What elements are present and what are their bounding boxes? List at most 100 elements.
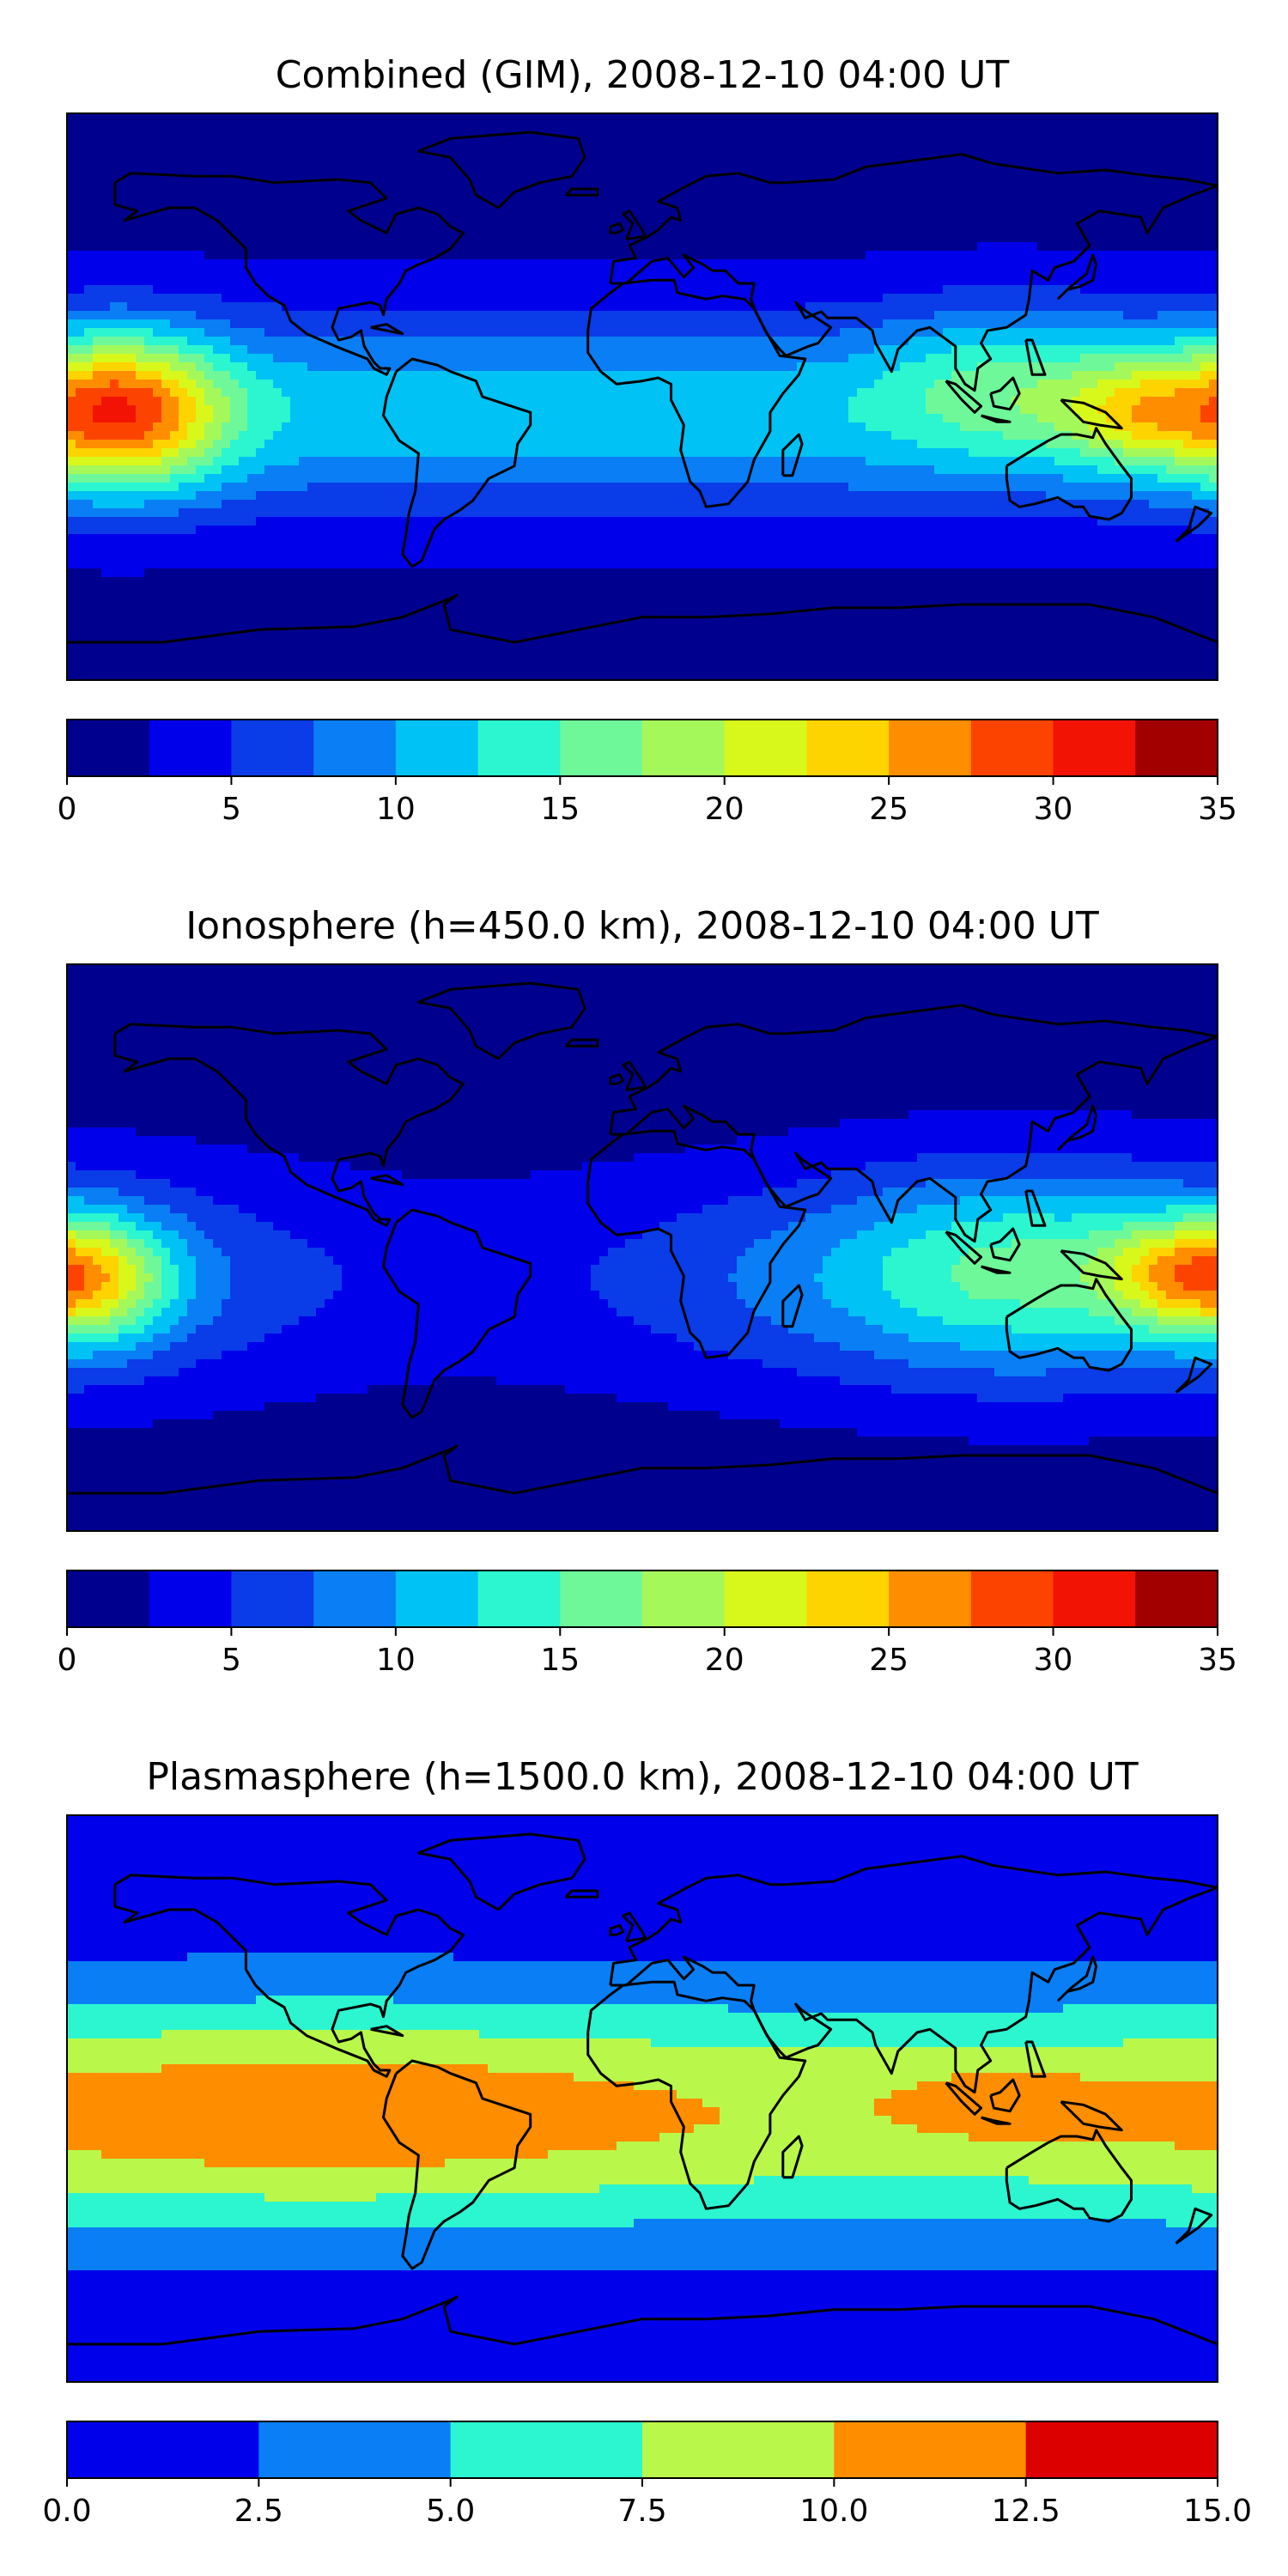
field-cell: [342, 216, 351, 226]
field-cell: [1183, 268, 1193, 277]
field-cell: [1175, 345, 1184, 355]
field-cell: [1106, 268, 1115, 277]
field-cell: [153, 319, 162, 329]
field-cell: [694, 113, 703, 123]
field-cell: [1020, 414, 1030, 423]
field-cell: [814, 294, 823, 303]
field-cell: [1054, 397, 1064, 406]
field-cell: [445, 131, 454, 140]
field-cell: [1054, 131, 1064, 140]
field-cell: [908, 268, 918, 277]
field-cell: [668, 414, 677, 423]
field-cell: [299, 131, 308, 140]
field-cell: [247, 268, 257, 277]
field-cell: [93, 388, 102, 398]
field-cell: [513, 268, 523, 277]
field-cell: [410, 337, 420, 346]
field-cell: [866, 208, 875, 217]
field-cell: [556, 208, 566, 217]
field-cell: [350, 422, 360, 432]
field-cell: [762, 122, 772, 131]
field-cell: [496, 191, 506, 200]
field-cell: [222, 148, 231, 157]
field-cell: [1072, 294, 1081, 303]
field-cell: [1003, 302, 1012, 312]
field-cell: [84, 302, 94, 312]
field-cell: [161, 165, 171, 174]
field-cell: [857, 371, 866, 380]
field-cell: [720, 208, 729, 217]
field-cell: [762, 208, 772, 217]
field-cell: [247, 139, 257, 149]
field-cell: [1097, 191, 1107, 200]
field-cell: [720, 113, 729, 123]
field-cell: [316, 276, 325, 286]
field-cell: [797, 182, 806, 191]
field-cell: [1115, 294, 1124, 303]
field-cell: [1046, 199, 1055, 209]
field-cell: [823, 199, 832, 209]
field-cell: [273, 251, 283, 260]
field-cell: [118, 251, 128, 260]
field-cell: [170, 268, 179, 277]
field-cell: [728, 422, 738, 432]
field-cell: [445, 208, 454, 217]
field-cell: [84, 380, 94, 389]
field-cell: [239, 422, 248, 432]
field-cell: [230, 362, 240, 372]
field-cell: [617, 156, 626, 166]
field-cell: [685, 388, 695, 398]
field-cell: [608, 234, 617, 243]
field-cell: [994, 225, 1004, 234]
field-cell: [694, 156, 703, 166]
field-cell: [187, 122, 197, 131]
field-cell: [711, 285, 720, 295]
field-cell: [857, 199, 866, 209]
field-cell: [385, 380, 394, 389]
field-cell: [582, 302, 592, 312]
field-cell: [754, 276, 763, 286]
field-cell: [428, 276, 437, 286]
field-cell: [359, 148, 368, 157]
field-cell: [385, 191, 394, 200]
field-cell: [625, 362, 635, 372]
field-cell: [1192, 199, 1201, 209]
field-cell: [76, 165, 85, 174]
field-cell: [393, 234, 403, 243]
field-cell: [599, 131, 609, 140]
field-cell: [720, 268, 729, 277]
field-cell: [1003, 354, 1012, 363]
field-cell: [582, 311, 592, 320]
field-cell: [659, 131, 669, 140]
field-cell: [857, 285, 866, 295]
field-cell: [299, 362, 308, 372]
field-cell: [513, 234, 523, 243]
field-cell: [1003, 242, 1012, 252]
field-cell: [1012, 165, 1021, 174]
field-cell: [1020, 362, 1030, 372]
field-cell: [1157, 242, 1167, 252]
field-cell: [213, 122, 222, 131]
field-cell: [908, 251, 918, 260]
field-cell: [256, 148, 265, 157]
field-cell: [393, 397, 403, 406]
field-cell: [1106, 259, 1115, 269]
field-cell: [694, 328, 703, 337]
field-cell: [376, 259, 386, 269]
field-cell: [874, 268, 884, 277]
field-cell: [144, 285, 154, 295]
field-cell: [118, 371, 128, 380]
field-cell: [531, 216, 540, 226]
field-cell: [273, 208, 283, 217]
field-cell: [1012, 276, 1021, 286]
field-cell: [196, 139, 205, 149]
field-cell: [307, 131, 317, 140]
field-cell: [359, 276, 368, 286]
field-cell: [479, 276, 489, 286]
field-cell: [848, 397, 858, 406]
field-cell: [161, 371, 171, 380]
field-cell: [642, 354, 652, 363]
field-cell: [1175, 337, 1184, 346]
field-cell: [642, 156, 652, 166]
